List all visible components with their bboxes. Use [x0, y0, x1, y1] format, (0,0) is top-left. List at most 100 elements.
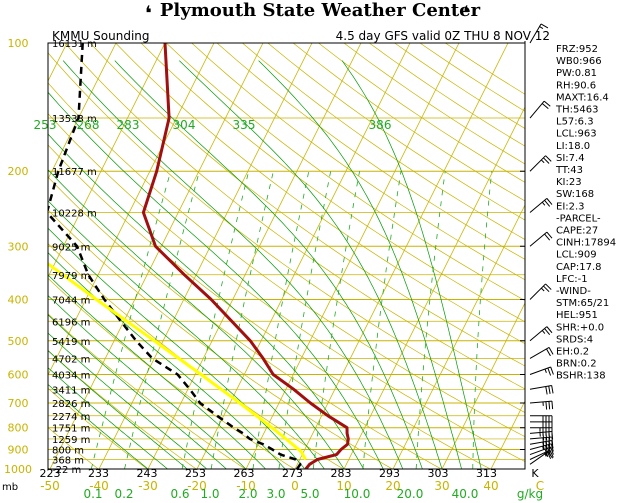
lifted-parcel-trace: [48, 261, 307, 461]
theta-label: 335: [233, 118, 256, 132]
dry-adiabat: [89, 43, 525, 367]
pressure-tick-label: 300: [8, 240, 29, 253]
mixing-ratio-line: [472, 171, 493, 469]
pressure-tick-label: 1000: [4, 463, 32, 476]
height-label: 11677 m: [52, 167, 97, 178]
wind-barb-flag: [546, 326, 553, 334]
pressure-tick-label: 500: [8, 335, 29, 348]
valid-time-label: 4.5 day GFS valid 0Z THU 8 NOV 12: [336, 29, 550, 43]
temperature-tick-label: 0: [291, 479, 299, 493]
mixing-ratio-label: 0.1: [83, 487, 102, 501]
mixing-ratio-line: [210, 171, 274, 469]
dry-adiabat: [445, 43, 525, 95]
wind-barb-staff: [529, 384, 552, 390]
wind-barb-staff: [529, 366, 551, 375]
wind-barb-flag: [546, 198, 553, 205]
wind-barb: [529, 326, 553, 342]
mixing-ratio-line: [362, 171, 402, 469]
index-label: SRDS:4: [556, 334, 593, 345]
wind-barb-flag: [545, 283, 552, 290]
theta-bottom-label: 223: [40, 467, 61, 480]
height-label: 1751 m: [52, 424, 90, 435]
temperature-tick-label: -40: [89, 479, 109, 493]
index-label: HEL:951: [556, 310, 598, 321]
temperature-tick-label: 20: [385, 479, 400, 493]
theta-bottom-label: 233: [88, 467, 109, 480]
index-label: SW:168: [556, 189, 594, 200]
dry-adiabat: [166, 43, 525, 301]
wind-barb: [529, 100, 551, 119]
theta-bottom-label: 253: [185, 467, 206, 480]
wind-barb-staff: [529, 443, 552, 450]
mixing-ratio-label: 5.0: [300, 487, 319, 501]
mixing-ratio-label: g/kg: [517, 487, 543, 501]
theta-label: 304: [173, 118, 196, 132]
moist-adiabat: [48, 133, 364, 469]
dry-adiabat: [216, 43, 525, 260]
index-label: LCL:963: [556, 129, 597, 140]
isotherm: [48, 43, 166, 278]
mixing-ratio-label: 20.0: [397, 487, 424, 501]
height-label: 2274 m: [52, 412, 90, 423]
mixing-ratio-label: 10.0: [344, 487, 371, 501]
dry-adiabat: [267, 43, 525, 221]
index-label: FRZ:952: [556, 44, 598, 55]
pressure-tick-label: 400: [8, 293, 29, 306]
wind-barb-flag: [543, 157, 550, 164]
wind-barb-flag: [543, 100, 551, 107]
temperature-tick-label: -30: [138, 479, 158, 493]
wind-barb-half-flag: [542, 446, 545, 451]
wind-barb-half-flag: [544, 452, 547, 457]
theta-bottom-label: 263: [234, 467, 255, 480]
mixing-ratio-line: [312, 171, 360, 469]
moist-adiabat: [48, 314, 227, 469]
wind-barb-staff: [529, 449, 551, 460]
height-label: 7979 m: [52, 271, 90, 282]
dry-adiabat: [242, 43, 525, 240]
dry-adiabat: [48, 313, 246, 469]
index-label: LI:18.0: [556, 141, 590, 152]
index-label: SI:7.4: [556, 153, 585, 164]
height-label: 4702 m: [52, 354, 90, 365]
left-logo-icon: ❛: [145, 1, 152, 25]
temperature-tick-label: C: [536, 479, 544, 493]
isotherm: [49, 43, 264, 469]
index-label: CAP:17.8: [556, 262, 602, 273]
moist-adiabat: [48, 332, 208, 469]
wind-barb-flag: [550, 366, 554, 375]
wind-barb: [529, 443, 554, 454]
dry-adiabat: [191, 43, 525, 281]
index-label: CINH:17894: [556, 238, 616, 249]
dry-adiabat: [48, 387, 148, 469]
wind-barb-flag: [541, 103, 549, 109]
pressure-tick-label: 800: [8, 422, 29, 435]
isotherm: [48, 43, 215, 376]
moist-adiabat: [114, 60, 423, 469]
wind-barb-staff: [529, 197, 548, 213]
mixing-ratio-line: [415, 171, 446, 469]
index-label: TT:43: [555, 165, 583, 176]
index-label: EH:0.2: [556, 347, 589, 358]
theta-label: 386: [369, 118, 392, 132]
wind-barb-staff: [529, 326, 548, 342]
plot-border: [47, 42, 526, 470]
height-label: 6196 m: [52, 317, 90, 328]
wind-barb-flag: [544, 448, 549, 457]
theta-label: 253: [34, 118, 57, 132]
dry-adiabat: [48, 209, 393, 469]
theta-bottom-label: 313: [476, 467, 497, 480]
theta-bottom-label: K: [531, 467, 539, 480]
moist-adiabat: [48, 274, 266, 469]
isotherm: [343, 106, 525, 469]
moist-adiabat: [179, 60, 443, 469]
moist-adiabat: [48, 367, 168, 469]
mixing-ratio-label: 0.2: [114, 487, 133, 501]
wind-barb-flag: [544, 233, 551, 241]
wind-barb-flag: [551, 401, 554, 410]
wind-barb-flag: [547, 447, 552, 456]
wind-barb-half-flag: [541, 330, 546, 334]
mixing-ratio-label: 1.0: [200, 487, 219, 501]
dry-adiabat: [48, 52, 525, 413]
isotherm: [245, 43, 460, 469]
wind-barb: [529, 283, 552, 300]
